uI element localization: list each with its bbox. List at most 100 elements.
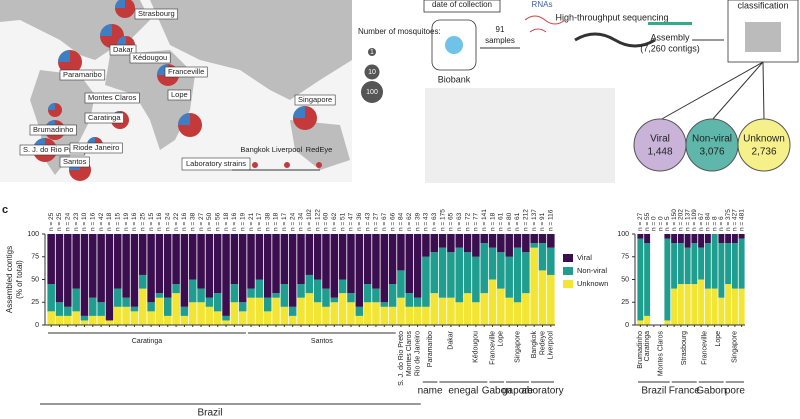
n-label: n = 18 [106, 212, 113, 231]
bar-segment [530, 243, 538, 248]
n-label: n = 80 [506, 212, 513, 231]
bar-segment [172, 284, 180, 294]
bar-segment [322, 234, 330, 289]
n-label: n = 65 [448, 212, 455, 231]
bar-segment [288, 234, 297, 307]
bar-segment [447, 234, 455, 253]
bar-segment [472, 234, 480, 257]
bar-segment [430, 293, 439, 325]
bar-segment [172, 234, 180, 285]
biobank-label: Biobank [438, 74, 471, 84]
bar-segment [388, 306, 397, 325]
bar-segment [47, 311, 55, 325]
bar-segment [347, 302, 355, 325]
y-tick-label: 50 [621, 276, 629, 283]
bar-segment [644, 243, 651, 316]
n-label: n = 137 [531, 209, 538, 231]
bar-segment [255, 279, 264, 298]
bar-segment [488, 234, 497, 248]
bar-segment [255, 297, 264, 325]
n-label: n = 202 [678, 209, 685, 231]
database-icon [745, 22, 781, 52]
city-label: Dakar [113, 45, 134, 54]
class-name: Viral [650, 134, 670, 145]
n-label: n = 16 [131, 212, 138, 231]
city-label-box [129, 52, 171, 64]
land [150, 0, 352, 100]
country-label: gapore [502, 386, 534, 397]
n-label: n = 0 [651, 216, 658, 231]
n-label: n = 5 [664, 216, 671, 231]
bar-segment [422, 256, 430, 307]
sequencing-label: High-throughput sequencing [555, 12, 668, 22]
class-name: Unknown [743, 134, 785, 145]
bar-segment [731, 234, 738, 244]
bar-segment [497, 288, 505, 325]
bar-segment [330, 234, 339, 298]
site-label: Dakar [448, 330, 455, 349]
bar-segment [97, 234, 105, 303]
bar-segment [272, 234, 280, 294]
bar-segment [280, 234, 289, 285]
y-tick-label: 25 [621, 299, 629, 306]
n-label: n = 61 [498, 212, 505, 231]
n-label: n = 50 [206, 212, 213, 231]
bar-segment [447, 252, 455, 298]
city-label: Strasbourg [138, 9, 175, 18]
site-pie [58, 50, 70, 62]
bar-segment [664, 238, 671, 321]
city-label: Caratinga [88, 113, 121, 122]
site-pie [48, 103, 55, 110]
bar-segment [530, 247, 538, 325]
n-label: n = 63 [431, 212, 438, 231]
bar-segment [155, 293, 164, 298]
bar-segment [188, 279, 197, 303]
lab-pie [316, 162, 322, 168]
site-label: Lope [715, 331, 722, 347]
bar-segment [388, 284, 397, 307]
n-label: n = 51 [339, 212, 346, 231]
city-label: Franceville [168, 67, 204, 76]
bar-segment [213, 234, 222, 294]
bar-segment [664, 234, 671, 239]
bar-segment [297, 297, 305, 325]
bar-segment [72, 234, 80, 289]
samples-label: samples [485, 36, 515, 45]
bar-segment [397, 234, 405, 271]
bar-segment [438, 234, 447, 248]
bar-segment [422, 306, 430, 325]
city-label-box [84, 112, 124, 124]
bar-segment [530, 234, 538, 244]
bar-segment [213, 311, 222, 325]
bar-segment [305, 234, 314, 275]
bar-segment [180, 315, 189, 325]
bar-segment [255, 234, 264, 280]
n-label: n = 36 [356, 212, 363, 231]
n-label: n = 10 [81, 212, 88, 231]
n-label: n = 19 [239, 212, 246, 231]
bar-segment [363, 284, 372, 303]
site-label: Santos [311, 338, 333, 345]
n-label: n = 25 [139, 212, 146, 231]
n-label: n = 25 [48, 212, 55, 231]
bar-segment [698, 279, 705, 325]
bar-segment [488, 279, 497, 325]
n-label: n = 60 [323, 212, 330, 231]
city-label: Brumadinho [33, 125, 73, 134]
n-label: n = 23 [73, 212, 80, 231]
bar-segment [305, 274, 314, 294]
collection-box [423, 0, 501, 13]
bar-segment [413, 234, 422, 298]
n-label: n = 109 [691, 209, 698, 231]
site-pie [115, 0, 125, 8]
city-label-box [164, 66, 208, 78]
n-label: n = 16 [181, 212, 188, 231]
bar-segment [272, 293, 280, 298]
bar-segment [97, 302, 105, 316]
country-label: name [418, 386, 443, 397]
bar-segment [122, 297, 130, 307]
bar-segment [684, 284, 691, 325]
n-label: n = 84 [398, 212, 405, 231]
n-label: n = 175 [439, 209, 446, 231]
bar-segment [372, 302, 380, 325]
